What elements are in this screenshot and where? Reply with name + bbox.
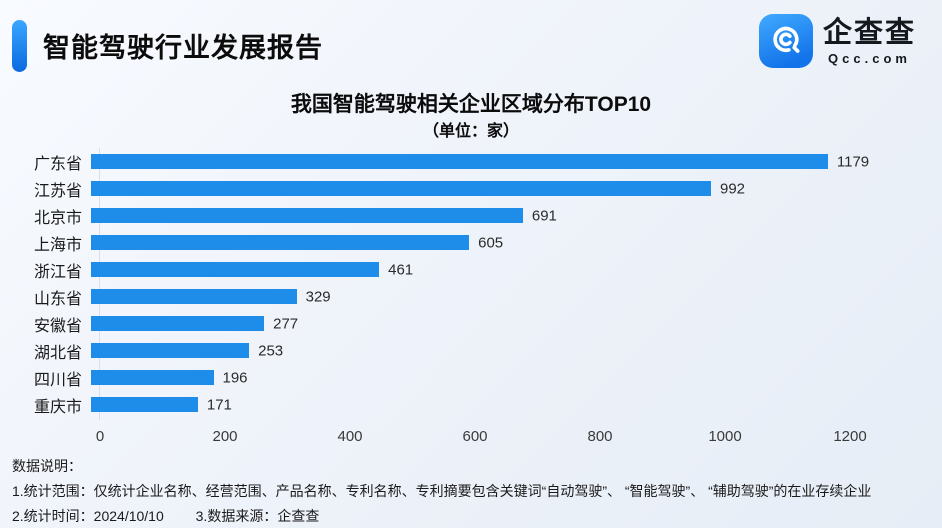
bar-track: 1179 (91, 153, 869, 170)
bar-track: 171 (91, 396, 841, 413)
x-axis: 0 200 400 600 800 1000 1200 (96, 428, 867, 448)
bar-row: 安徽省 277 (0, 310, 942, 337)
category-label: 广东省 (33, 155, 82, 173)
category-label: 重庆市 (33, 398, 82, 416)
category-label: 北京市 (33, 209, 82, 227)
category-label: 浙江省 (33, 263, 82, 281)
bar-track: 605 (91, 234, 841, 251)
bar-row: 江苏省 992 (0, 175, 942, 202)
category-label: 湖北省 (33, 344, 82, 362)
bar-track: 461 (91, 261, 841, 278)
bar-track: 691 (91, 207, 841, 224)
bar-row: 广东省 1179 (0, 148, 942, 175)
bar-row: 湖北省 253 (0, 337, 942, 364)
bar (91, 316, 265, 331)
bar-value-label: 277 (273, 315, 299, 332)
note-time-source: 2.统计时间：2024/10/10 3.数据来源：企查查 (12, 504, 934, 528)
report-title: 智能驾驶行业发展报告 (43, 33, 323, 63)
bar-value-label: 461 (388, 261, 414, 278)
bar (91, 154, 828, 169)
note-scope: 1.统计范围：仅统计企业名称、经营范围、产品名称、专利名称、专利摘要包含关键词“… (12, 483, 872, 499)
x-axis-tick: 600 (462, 428, 488, 445)
x-axis-tick: 400 (337, 428, 363, 445)
bar (91, 235, 470, 250)
bar-value-label: 992 (720, 180, 746, 197)
bar-row: 上海市 605 (0, 229, 942, 256)
qcc-logo: 企查查 Qcc.com (758, 14, 916, 68)
category-label: 上海市 (33, 236, 82, 254)
bar-track: 329 (91, 288, 841, 305)
bar-track: 253 (91, 342, 841, 359)
bar-row: 山东省 329 (0, 283, 942, 310)
bar-chart: 广东省 1179 江苏省 992 北京市 691 上海市 605 浙江省 461 山东省 329 安徽省… (0, 148, 942, 418)
y-axis-line (99, 148, 100, 420)
category-label: 安徽省 (33, 317, 82, 335)
note-source: 3.数据来源：企查查 (195, 508, 320, 524)
bar-track: 992 (91, 180, 841, 197)
bar (91, 181, 711, 196)
bar-value-label: 171 (206, 396, 232, 413)
bar (91, 208, 523, 223)
notes-heading: 数据说明： (12, 458, 82, 474)
note-time: 2.统计时间：2024/10/10 (12, 508, 164, 524)
bar-track: 277 (91, 315, 841, 332)
bar (91, 370, 214, 385)
x-axis-tick: 0 (95, 428, 105, 445)
bar-value-label: 329 (305, 288, 331, 305)
qcc-brand-en: Qcc.com (828, 50, 911, 66)
bar (91, 289, 297, 304)
bar (91, 262, 380, 277)
category-label: 四川省 (33, 371, 82, 389)
category-label: 山东省 (33, 290, 82, 308)
bar-value-label: 196 (222, 369, 248, 386)
x-axis-tick: 800 (587, 428, 613, 445)
bar-rows: 广东省 1179 江苏省 992 北京市 691 上海市 605 浙江省 461 山东省 329 安徽省… (0, 148, 942, 418)
bar (91, 397, 198, 412)
qcc-magnifier-icon (758, 14, 813, 68)
bar (91, 343, 250, 358)
x-axis-tick: 1200 (833, 428, 867, 445)
chart-unit-subtitle: （单位：家） (422, 123, 519, 140)
bar-value-label: 605 (478, 234, 504, 251)
x-axis-tick: 200 (212, 428, 238, 445)
bar-track: 196 (91, 369, 841, 386)
bar-value-label: 691 (531, 207, 557, 224)
data-notes: 数据说明： 1.统计范围：仅统计企业名称、经营范围、产品名称、专利名称、专利摘要… (12, 454, 934, 528)
bar-row: 四川省 196 (0, 364, 942, 391)
bar-value-label: 1179 (836, 153, 870, 170)
qcc-brand-cn: 企查查 (822, 16, 916, 49)
qcc-logo-text: 企查查 Qcc.com (823, 17, 916, 66)
bar-row: 重庆市 171 (0, 391, 942, 418)
title-accent-bar (12, 20, 27, 72)
bar-row: 北京市 691 (0, 202, 942, 229)
x-axis-tick: 1000 (708, 428, 742, 445)
chart-title: 我国智能驾驶相关企业区域分布TOP10 (290, 93, 652, 116)
bar-row: 浙江省 461 (0, 256, 942, 283)
category-label: 江苏省 (33, 182, 82, 200)
bar-value-label: 253 (258, 342, 284, 359)
